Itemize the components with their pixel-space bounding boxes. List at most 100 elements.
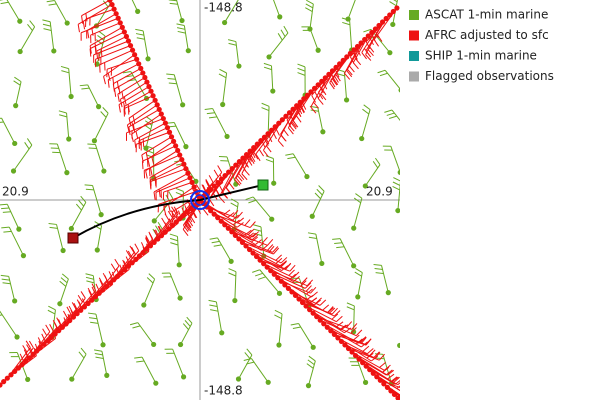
barb-feather <box>0 117 2 119</box>
barb-feather <box>289 264 296 272</box>
barb-feather <box>210 309 219 312</box>
barb-feather <box>316 188 323 196</box>
barb-feather <box>252 231 260 238</box>
barb-feather <box>190 215 196 224</box>
barb-feather <box>355 58 362 66</box>
barb-dot <box>122 266 128 273</box>
barb-feather <box>26 344 32 352</box>
barb-dot <box>175 147 181 154</box>
barb-shaft <box>131 0 139 12</box>
barb-feather <box>268 245 275 253</box>
barb-feather <box>78 351 85 359</box>
barb-shaft <box>141 356 157 384</box>
barb-feather <box>310 106 317 114</box>
barb-feather <box>374 30 379 38</box>
barb-dot <box>8 372 14 378</box>
barb-feather <box>184 320 191 327</box>
wind-barb <box>218 68 228 108</box>
barb-feather <box>63 310 68 319</box>
barb-feather <box>85 188 94 191</box>
barb-feather <box>346 321 353 328</box>
barb-dot <box>356 356 362 362</box>
barb-feather <box>182 323 189 330</box>
barb-dot <box>13 103 19 109</box>
wind-barb <box>332 238 357 269</box>
barb-shaft <box>136 131 170 145</box>
barb-feather <box>288 269 295 276</box>
barb-dot <box>177 152 183 158</box>
barb-shaft <box>90 22 121 36</box>
barb-dot <box>180 102 186 108</box>
barb-feather <box>177 27 186 30</box>
barb-dot <box>345 345 352 352</box>
barb-dot <box>324 324 330 330</box>
barb-dot <box>276 290 283 296</box>
barb-dot <box>343 97 350 103</box>
barb-feather <box>296 109 302 117</box>
barb-feather <box>322 81 328 90</box>
barb-feather <box>169 233 178 237</box>
barb-dot <box>37 345 43 351</box>
barb-dot <box>12 140 18 147</box>
barb-dot <box>180 212 187 218</box>
barb-feather <box>297 106 303 115</box>
barb-shaft <box>315 234 323 264</box>
barb-dot <box>398 87 400 93</box>
barb-shaft <box>264 112 290 139</box>
barb-feather <box>365 41 371 50</box>
barb-shaft <box>357 272 363 297</box>
barb-dot <box>63 321 69 327</box>
barb-shaft <box>138 127 168 142</box>
barb-dot <box>351 225 357 231</box>
barb-dot <box>125 38 132 44</box>
barb-feather <box>306 0 314 5</box>
barb-feather <box>168 82 177 85</box>
wind-barb <box>297 75 328 115</box>
barb-feather <box>267 134 273 143</box>
barb-shaft <box>267 106 270 135</box>
barb-feather <box>417 225 422 231</box>
barb-feather <box>236 222 244 228</box>
barb-feather <box>135 131 139 140</box>
barb-shaft <box>222 72 228 105</box>
wind-barb <box>266 25 289 60</box>
wind-barb <box>314 314 358 330</box>
barb-feather <box>59 280 67 287</box>
wind-barb <box>317 317 363 337</box>
wind-barb <box>362 157 381 189</box>
barb-feather <box>170 210 176 218</box>
barb-dot <box>67 317 73 324</box>
barb-feather <box>253 224 262 228</box>
barb-feather <box>314 91 320 99</box>
barb-feather <box>286 119 292 128</box>
barb-feather <box>322 304 330 311</box>
center-ring <box>190 190 210 210</box>
barb-feather <box>49 324 54 332</box>
barb-feather <box>201 184 206 192</box>
legend-label: AFRC adjusted to sfc <box>425 28 549 42</box>
start-marker <box>67 232 79 244</box>
barb-feather <box>263 62 272 67</box>
wind-barb <box>0 117 18 147</box>
barb-feather <box>42 328 48 336</box>
wind-barb <box>131 0 141 14</box>
barb-feather <box>372 161 379 169</box>
wind-barb <box>87 312 106 348</box>
barb-feather <box>378 353 385 361</box>
barb-shaft <box>106 58 137 70</box>
barb-shaft <box>8 226 24 256</box>
barb-feather <box>77 24 80 33</box>
barb-feather <box>301 102 307 110</box>
barb-feather <box>2 211 11 213</box>
barb-feather <box>97 35 105 41</box>
barb-dot <box>296 296 302 302</box>
barb-shaft <box>234 271 237 301</box>
barb-feather <box>373 351 380 358</box>
barb-dot <box>180 374 187 380</box>
barb-dot <box>191 184 197 190</box>
barb-dot <box>384 384 390 390</box>
barb-feather <box>232 210 239 217</box>
barb-feather <box>134 139 137 148</box>
barb-shaft <box>77 4 113 25</box>
barb-dot <box>146 84 152 90</box>
